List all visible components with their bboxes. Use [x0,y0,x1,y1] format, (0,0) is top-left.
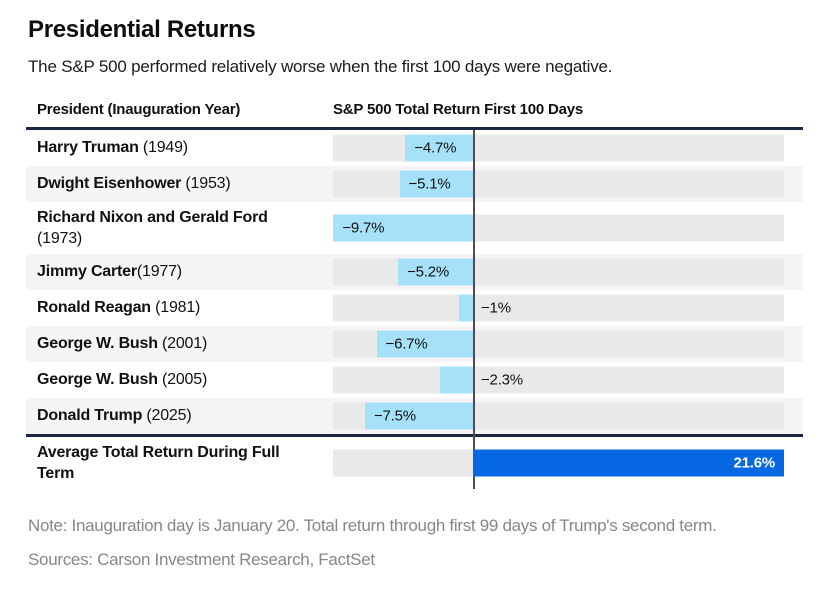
bar-value-label: −1% [481,299,511,317]
return-bar [399,170,473,198]
bar-cell: 21.6% [333,437,803,489]
table-row: George W. Bush (2001) −6.7% [26,325,803,362]
footer: Note: Inauguration day is January 20. To… [28,515,800,571]
bar-cell: −9.7% [333,202,803,254]
bar-track [333,366,784,394]
footnote: Note: Inauguration day is January 20. To… [28,515,717,535]
table-body: Harry Truman (1949) −4.7% Dwight Eisenhowe… [26,129,803,489]
table-row: Dwight Eisenhower (1953) −5.1% [26,165,803,202]
title-block: Presidential Returns The S&P 500 perform… [28,16,800,77]
sources-line: Sources: Carson Investment Research, Fac… [28,550,375,570]
inauguration-year: (1953) [181,175,231,193]
table-row: Harry Truman (1949) −4.7% [26,129,803,166]
president-name: Jimmy Carter [37,263,137,281]
president-label-cell: Ronald Reagan (1981) [26,292,333,323]
inauguration-year: (2025) [142,407,192,425]
return-bar [458,294,473,322]
bar-value-label: −6.7% [385,335,428,353]
bar-value-label: −9.7% [342,219,385,237]
bar-value-label: −5.2% [407,263,450,281]
table-row: Ronald Reagan (1981) −1% [26,289,803,326]
president-name: Ronald Reagan [37,299,151,317]
table-row: George W. Bush (2005) −2.3% [26,361,803,398]
president-label-cell: Richard Nixon and Gerald Ford (1973) [26,202,333,254]
president-name: Dwight Eisenhower [37,175,182,193]
bar-cell: −2.3% [333,362,803,398]
bar-value-label: −5.1% [408,175,451,193]
bar-cell: −6.7% [333,326,803,362]
bar-value-label: −4.7% [414,139,457,157]
table-header-row: President (Inauguration Year) S&P 500 To… [26,101,803,127]
return-bar [405,134,473,162]
return-bar [365,402,473,430]
president-name: George W. Bush [37,335,158,353]
president-name: Donald Trump [37,407,143,425]
inauguration-year: (1949) [138,139,188,157]
president-label-cell: Harry Truman (1949) [26,132,333,163]
bar-track [333,134,784,162]
bar-track [333,449,473,477]
president-label-cell: Average Total Return During Full Term [26,437,333,489]
table-row: Richard Nixon and Gerald Ford (1973) −9.7… [26,201,803,254]
bar-value-label: −2.3% [481,371,523,389]
bar-value-label: 21.6% [733,454,776,472]
summary-separator-line [26,433,803,437]
inauguration-year: (2005) [157,371,208,389]
president-name: Richard Nixon and Gerald Ford [37,208,268,226]
inauguration-year: (2001) [157,335,208,353]
page-title: Presidential Returns [28,16,256,43]
president-label-cell: George W. Bush (2005) [26,364,333,395]
summary-row: Average Total Return During Full Term 21.… [26,436,803,489]
president-label-cell: Dwight Eisenhower (1953) [26,168,333,199]
bar-cell: −7.5% [333,398,803,434]
zero-baseline [473,129,475,489]
bar-value-label: −7.5% [374,407,416,425]
page-subtitle: The S&P 500 performed relatively worse w… [28,56,613,76]
bar-cell: −5.2% [333,254,803,290]
president-name: George W. Bush [37,371,158,389]
return-bar [473,449,785,477]
return-bar [333,214,473,242]
data-rows: Harry Truman (1949) −4.7% Dwight Eisenhowe… [26,129,803,434]
table-row: Donald Trump (2025) −7.5% [26,397,803,434]
column-header-return: S&P 500 Total Return First 100 Days [333,100,584,118]
president-label-cell: Donald Trump (2025) [26,400,333,431]
header-separator-line [26,126,803,130]
table-row: Jimmy Carter(1977) −5.2% [26,253,803,290]
inauguration-year: (1973) [37,208,272,247]
inauguration-year: (1977) [136,263,182,281]
bar-cell: −4.7% [333,130,803,166]
inauguration-year: (1981) [150,299,201,317]
bar-track [333,294,784,322]
bar-cell: −1% [333,290,803,326]
bar-cell: −5.1% [333,166,803,202]
president-name: Harry Truman [37,139,139,157]
return-bar [376,330,473,358]
summary-row-container: Average Total Return During Full Term 21.… [26,436,803,489]
president-name: Average Total Return During Full Term [37,443,280,482]
return-bar [439,366,473,394]
return-bar [398,258,473,286]
president-label-cell: George W. Bush (2001) [26,328,333,359]
column-header-president: President (Inauguration Year) [37,100,241,118]
president-label-cell: Jimmy Carter(1977) [26,256,333,287]
